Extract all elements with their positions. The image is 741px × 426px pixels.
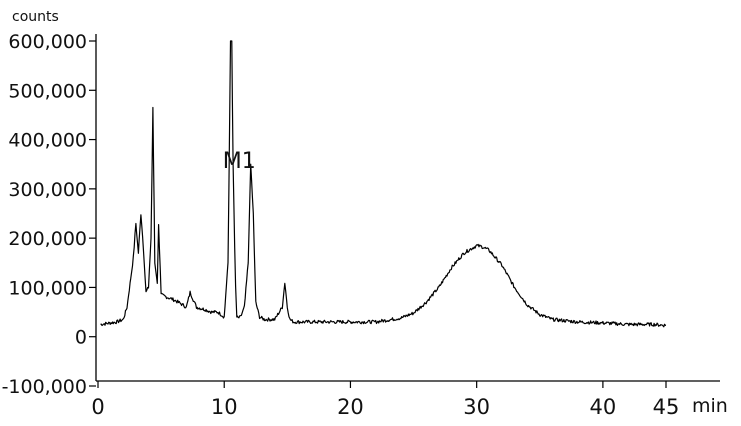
x-axis-ticks: 0 10 20 30 40 45 (91, 381, 679, 419)
y-tick-label: 100,000 (8, 277, 87, 299)
y-tick-label: 0 (75, 327, 87, 349)
y-axis-ticks: -100,000 0 100,000 200,000 300,000 400,000 500… (2, 31, 96, 398)
x-tick-label: 20 (337, 395, 364, 419)
y-tick-label: 300,000 (8, 179, 87, 201)
y-tick-label: 200,000 (8, 228, 87, 250)
y-tick-label: -100,000 (2, 376, 87, 398)
x-tick-label: 30 (463, 395, 490, 419)
y-tick-label: 600,000 (8, 31, 87, 53)
x-tick-label: 10 (211, 395, 238, 419)
peak-annotation: M1 (223, 149, 256, 174)
x-tick-label: 45 (653, 395, 680, 419)
x-tick-label: 0 (91, 395, 104, 419)
y-unit-label: counts (12, 9, 59, 25)
annotations: M1 (223, 149, 256, 174)
x-tick-label: 40 (590, 395, 617, 419)
y-tick-label: 400,000 (8, 130, 87, 152)
x-unit-label: min (692, 395, 728, 417)
chromatogram-trace (100, 40, 667, 328)
y-tick-label: 500,000 (8, 80, 87, 102)
